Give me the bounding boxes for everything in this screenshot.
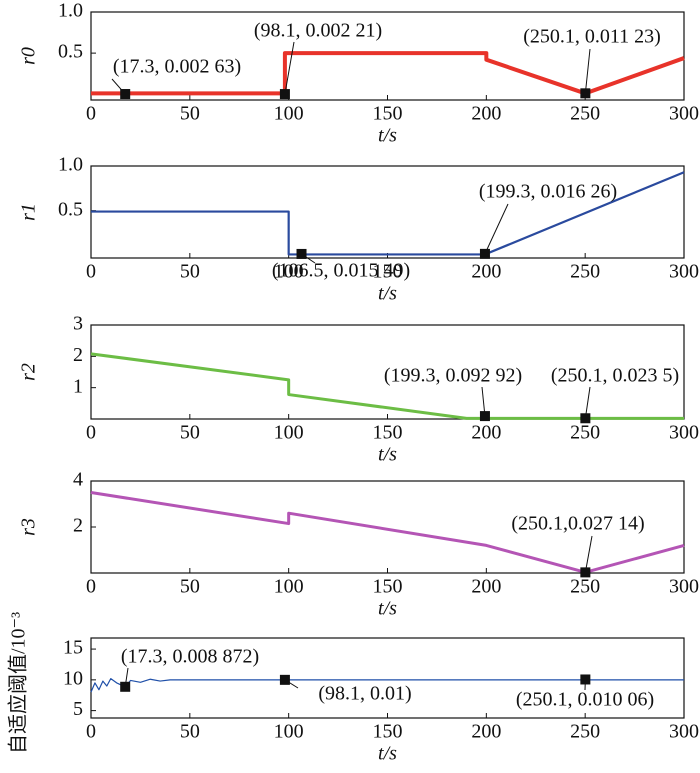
y-tick-label: 0.5 [58,41,83,63]
annotation-leader [584,48,591,94]
annotation-label: (250.1, 0.011 23) [523,26,661,48]
x-axis-label: t/s [378,444,397,466]
x-tick-label: 250 [570,261,600,283]
annotation-marker [120,89,131,100]
y-tick-label: 5 [73,698,83,720]
annotation-marker [580,567,591,578]
y-axis-label: r0 [18,47,40,65]
y-tick-label: 4 [73,469,83,491]
x-tick-label: 250 [570,576,600,598]
y-tick-label: 0.5 [58,198,83,220]
y-tick-label: 1.0 [58,154,83,176]
x-tick-label: 100 [274,422,304,444]
y-tick-label: 2 [73,344,83,366]
y-tick-label: 15 [63,637,83,659]
annotation-label: (17.3, 0.002 63) [113,56,241,78]
annotation-label: (250.1, 0.023 5) [551,365,679,387]
annotation-label: (199.3, 0.016 26) [479,181,617,203]
annotation-label: (106.5, 0.015 49) [272,260,410,282]
y-axis-label: r2 [18,363,40,381]
x-tick-label: 0 [86,103,96,125]
x-tick-label: 100 [274,721,304,743]
x-tick-label: 300 [669,721,699,743]
x-tick-label: 0 [86,721,96,743]
y-tick-label: 1.0 [58,0,83,22]
x-tick-label: 200 [471,422,501,444]
data-line [90,491,685,574]
x-tick-label: 200 [471,261,501,283]
x-tick-label: 200 [471,721,501,743]
x-tick-label: 300 [669,103,699,125]
annotation-label: (199.3, 0.092 92) [384,365,522,387]
annotation-marker [279,89,290,100]
x-tick-label: 0 [86,261,96,283]
x-tick-label: 150 [373,721,403,743]
x-tick-label: 300 [669,422,699,444]
y-tick-label: 1 [73,375,83,397]
x-tick-label: 250 [570,103,600,125]
x-tick-label: 0 [86,422,96,444]
y-axis-label: 自适应阈值/10⁻³ [7,612,30,754]
y-axis-label: r1 [18,203,40,221]
y-tick-label: 10 [63,667,83,689]
data-line [90,352,684,420]
annotation-marker [580,413,591,424]
x-tick-label: 50 [180,576,200,598]
annotation-marker [479,411,490,422]
annotation-label: (17.3, 0.008 872) [121,646,259,668]
x-tick-label: 200 [471,576,501,598]
y-tick-label: 2 [73,515,83,537]
x-axis-label: t/s [378,125,397,147]
x-axis-label: t/s [378,283,397,305]
x-tick-label: 100 [274,576,304,598]
annotation-leader [584,535,593,573]
x-tick-label: 50 [180,422,200,444]
annotation-leader [584,386,591,419]
annotation-label: (98.1, 0.002 21) [254,20,382,42]
annotation-marker [296,248,307,259]
x-tick-label: 150 [373,422,403,444]
data-line [91,171,685,256]
annotation-label: (98.1, 0.01) [318,683,411,705]
x-tick-label: 50 [180,261,200,283]
x-tick-label: 100 [274,261,304,283]
annotation-marker [479,248,490,259]
annotation-label: (250.1, 0.010 06) [516,689,654,711]
x-axis-label: t/s [378,598,397,620]
annotation-marker [120,681,131,692]
annotation-leader [484,203,509,255]
annotation-leader [284,41,295,95]
x-tick-label: 250 [570,422,600,444]
x-tick-label: 50 [180,721,200,743]
x-tick-label: 50 [180,103,200,125]
y-tick-label: 3 [73,313,83,335]
x-tick-label: 300 [669,261,699,283]
x-tick-label: 150 [373,576,403,598]
x-tick-label: 300 [669,576,699,598]
x-tick-label: 200 [471,103,501,125]
annotation-label: (250.1,0.027 14) [511,513,644,535]
annotation-marker [279,674,290,685]
annotation-marker [580,674,591,685]
x-tick-label: 250 [570,721,600,743]
x-axis-label: t/s [378,743,397,765]
annotation-marker [580,88,591,99]
x-tick-label: 150 [373,261,403,283]
x-tick-label: 150 [373,103,403,125]
y-axis-label: r3 [18,518,40,536]
x-tick-label: 100 [274,103,304,125]
x-tick-label: 0 [86,576,96,598]
